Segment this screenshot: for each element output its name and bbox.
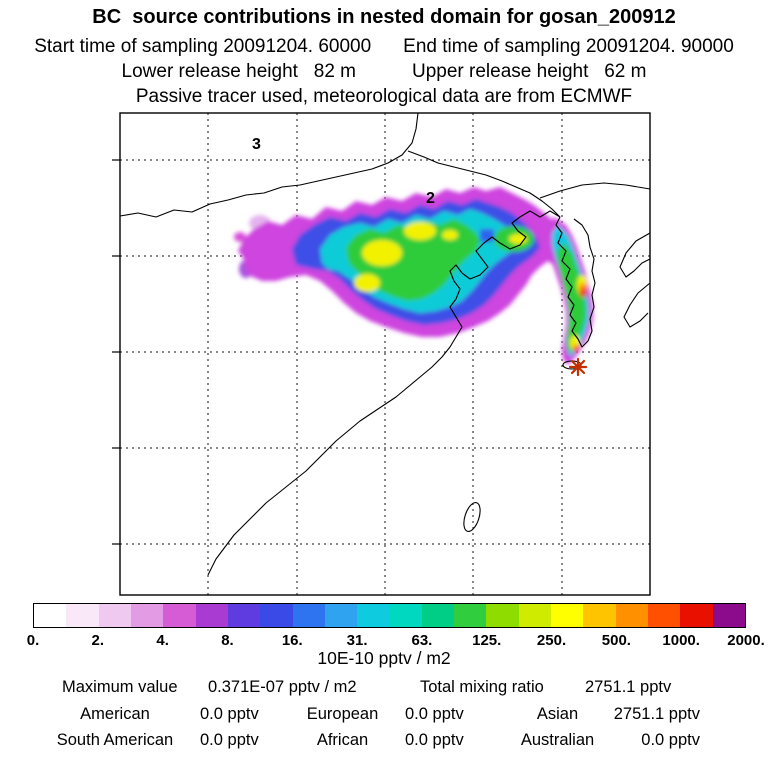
colorbar-segment: [66, 604, 99, 627]
colorbar-tick-label: 4.: [156, 632, 169, 649]
colorbar-segment: [195, 604, 228, 627]
tracer-note: Passive tracer used, meteorological data…: [135, 86, 633, 107]
colorbar-tick-label: 500.: [601, 632, 631, 649]
colorbar-tick-label: 250.: [536, 632, 567, 649]
regional-contributions: American 0.0 pptv European 0.0 pptv Asia…: [30, 705, 700, 749]
region-label-south-american: South American: [56, 731, 174, 749]
colorbar-segment: [292, 604, 325, 627]
colorbar-segment: [518, 604, 551, 627]
region-label-european: European: [306, 705, 379, 723]
colorbar-segment: [583, 604, 616, 627]
total-mixing-label: Total mixing ratio: [420, 678, 544, 696]
colorbar-segment: [421, 604, 455, 627]
colorbar-segment: [647, 604, 681, 627]
colorbar-segment: [486, 604, 519, 627]
domain-label-2: 2: [426, 190, 435, 207]
colorbar-segment: [98, 604, 131, 627]
colorbar-segment: [130, 604, 164, 627]
colorbar-segment: [615, 604, 648, 627]
colorbar-segment: [454, 604, 487, 627]
colorbar-segment: [227, 604, 261, 627]
region-value-asian: 2751.1 pptv: [613, 705, 700, 723]
region-label-asian: Asian: [536, 705, 579, 723]
colorbar-tick-label: 16.: [281, 632, 303, 649]
region-label-african: African: [316, 731, 369, 749]
colorbar-segment: [357, 604, 390, 627]
start-time-text: Start time of sampling 20091204. 60000: [34, 36, 372, 57]
region-value-african: 0.0 pptv: [405, 731, 464, 749]
colorbar-segment: [551, 604, 584, 627]
colorbar-tick-label: 2000.: [727, 632, 765, 649]
colorbar-segment: [163, 604, 196, 627]
coastlines: [119, 112, 651, 576]
colorbar-segment: [324, 604, 358, 627]
region-value-american: 0.0 pptv: [200, 705, 259, 723]
colorbar-segment: [34, 604, 67, 627]
region-value-european: 0.0 pptv: [405, 705, 464, 723]
sampling-times: Start time of sampling 20091204. 60000 E…: [0, 36, 768, 58]
colorbar-tick-label: 1000.: [662, 632, 700, 649]
summary-stats: Maximum value 0.371E-07 pptv / m2 Total …: [62, 678, 671, 697]
domain-label-3: 3: [252, 136, 261, 153]
total-mixing-value: 2751.1 pptv: [585, 678, 672, 696]
colorbar-segment: [712, 604, 745, 627]
release-heights: Lower release height 82 m Upper release …: [0, 61, 768, 83]
region-value-australian: 0.0 pptv: [641, 731, 700, 749]
frame-ticks: [112, 159, 120, 545]
colorbar-tick-label: 2.: [91, 632, 105, 649]
end-time-text: End time of sampling 20091204. 90000: [403, 36, 734, 57]
colorbar-segment: [389, 604, 422, 627]
station-marker-star: [568, 357, 588, 377]
region-label-american: American: [80, 705, 150, 723]
colorbar-ticks: 0. 2. 4. 8. 16. 31. 63. 125. 250. 500. 1000. 2000.: [27, 632, 765, 650]
figure-title: BC source contributions in nested domain…: [92, 6, 676, 28]
lower-release-text: Lower release height 82 m: [121, 61, 356, 82]
region-value-south-american: 0.0 pptv: [200, 731, 259, 749]
region-label-australian: Australian: [520, 731, 595, 749]
concentration-plume: [234, 187, 593, 365]
upper-release-text: Upper release height 62 m: [412, 61, 647, 82]
colorbar-tick-label: 0.: [26, 632, 40, 649]
colorbar-tick-label: 8.: [221, 632, 234, 649]
max-value-label: Maximum value: [62, 678, 178, 696]
colorbar-units-label: 10E-10 pptv / m2: [317, 648, 451, 668]
colorbar-tick-label: 63.: [411, 632, 433, 649]
colorbar-tick-label: 31.: [346, 632, 368, 649]
colorbar-segment: [260, 604, 293, 627]
map: 3 2: [112, 112, 651, 596]
max-value: 0.371E-07 pptv / m2: [208, 678, 357, 696]
colorbar-tick-label: 125.: [472, 632, 502, 649]
colorbar-segment: [680, 604, 713, 627]
map-border: [119, 112, 651, 596]
colorbar: [33, 603, 746, 628]
